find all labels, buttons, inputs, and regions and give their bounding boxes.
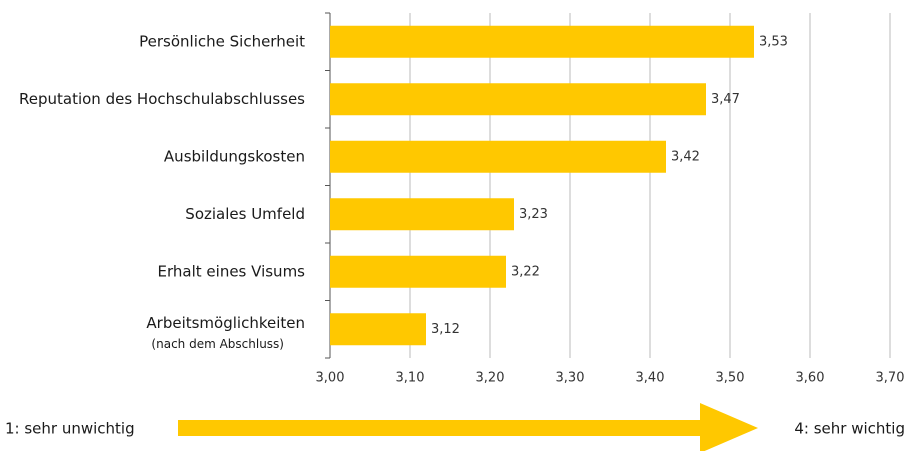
bar [330,25,754,58]
bar [330,198,514,231]
category-sublabel: (nach dem Abschluss) [151,337,284,351]
category-label: Reputation des Hochschulabschlusses [19,90,305,108]
x-tick-label: 3,30 [556,371,585,386]
scale-arrow-shaft [178,420,702,436]
bar [330,255,506,288]
value-label: 3,22 [511,264,540,279]
x-tick-label: 3,00 [316,371,345,386]
category-label: Erhalt eines Visums [158,262,306,280]
bar [330,313,426,346]
bar [330,83,706,116]
x-tick-label: 3,10 [396,371,425,386]
bar [330,140,666,173]
value-label: 3,12 [431,322,460,337]
value-label: 3,23 [519,207,548,222]
scale-high-label: 4: sehr wichtig [794,420,905,438]
x-tick-label: 3,50 [716,371,745,386]
scale-arrow-head [700,403,758,451]
value-label: 3,53 [759,34,788,49]
x-tick-label: 3,20 [476,371,505,386]
category-label: Soziales Umfeld [185,205,305,223]
x-tick-label: 3,40 [636,371,665,386]
category-label: Ausbildungskosten [164,147,305,165]
x-tick-label: 3,60 [796,371,825,386]
value-label: 3,47 [711,92,740,107]
value-label: 3,42 [671,149,700,164]
category-label: Arbeitsmöglichkeiten [146,314,305,332]
category-label: Persönliche Sicherheit [139,32,305,50]
scale-low-label: 1: sehr unwichtig [5,420,135,438]
x-tick-label: 3,70 [876,371,905,386]
